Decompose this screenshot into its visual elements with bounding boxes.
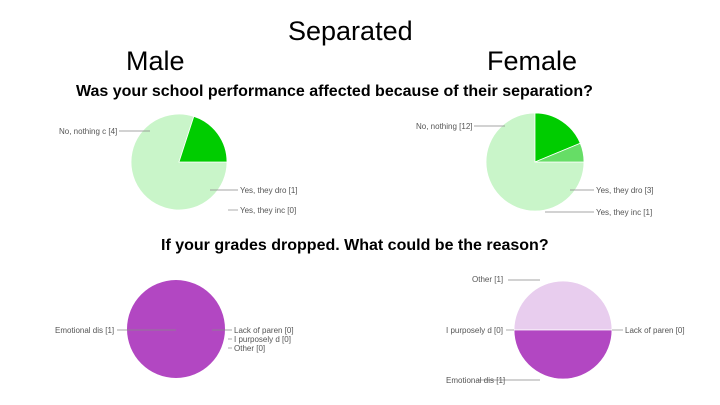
- slice-label: Other [1]: [472, 275, 503, 284]
- slice-label: I purposely d [0]: [234, 335, 291, 344]
- pie-chart-2: No, nothing [12] Yes, they dro [3] Yes, th…: [416, 112, 654, 217]
- female-column-label: Female: [487, 46, 578, 76]
- page-title: Separated: [288, 16, 413, 46]
- slice-label: Emotional dis [1]: [446, 376, 505, 385]
- slice-label: No, nothing [12]: [416, 122, 472, 131]
- pie-slice: [513, 329, 613, 380]
- slice-label: Yes, they inc [0]: [240, 206, 296, 215]
- slice-label: Lack of paren [0]: [234, 326, 294, 335]
- slice-label: I purposely d [0]: [446, 326, 503, 335]
- question-1: Was your school performance affected bec…: [76, 83, 593, 100]
- pie-chart-4: Other [1] Emotional dis [1] Lack of paren …: [446, 275, 685, 385]
- pie-slice: [534, 142, 585, 163]
- pie-chart-1: No, nothing c [4] Yes, they dro [1] Yes, t…: [59, 113, 298, 215]
- male-column-label: Male: [126, 46, 185, 76]
- slice-label: Lack of paren [0]: [625, 326, 685, 335]
- slice-label: Emotional dis [1]: [55, 326, 114, 335]
- pie-slice: [485, 112, 585, 212]
- question-2: If your grades dropped. What could be th…: [161, 237, 549, 254]
- slice-label: Other [0]: [234, 344, 265, 353]
- pie-slice: [127, 280, 225, 378]
- pie-slice: [513, 280, 613, 331]
- slice-label: Yes, they dro [3]: [596, 186, 654, 195]
- slice-label: Yes, they dro [1]: [240, 186, 298, 195]
- pie-slice: [534, 112, 581, 163]
- pie-slice: [178, 115, 228, 163]
- slice-label: Yes, they inc [1]: [596, 208, 652, 217]
- slice-label: No, nothing c [4]: [59, 127, 117, 136]
- pie-chart-3: Emotional dis [1] Lack of paren [0]I purp…: [55, 280, 294, 378]
